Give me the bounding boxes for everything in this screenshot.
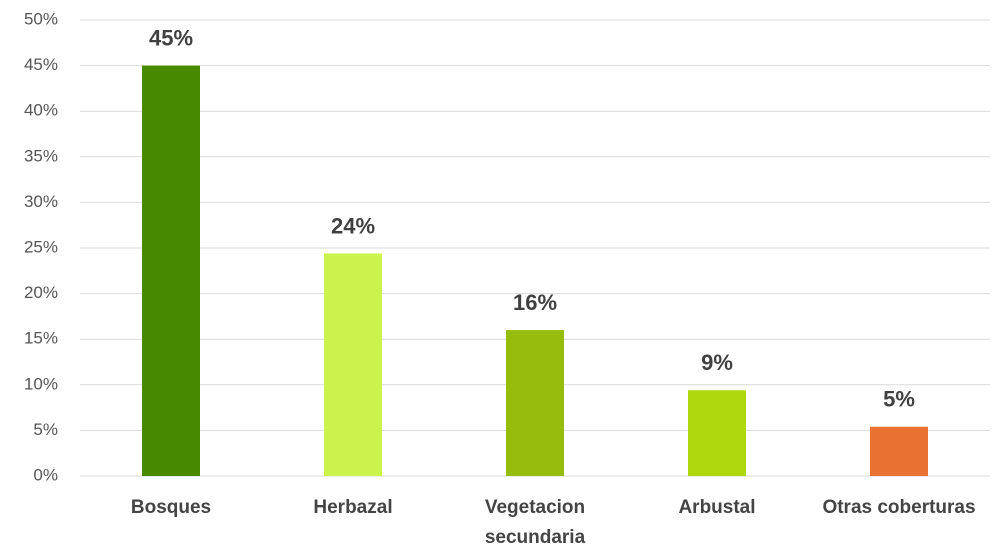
x-tick-label: Bosques	[130, 497, 212, 518]
x-tick-label: Arbustal	[678, 497, 756, 518]
y-tick-label: 15%	[24, 329, 58, 348]
y-tick-label: 30%	[24, 192, 58, 211]
y-tick-label: 0%	[33, 465, 58, 484]
bar	[870, 426, 928, 476]
y-tick-label: 35%	[24, 146, 58, 165]
bar	[142, 65, 200, 476]
y-tick-label: 5%	[33, 420, 58, 439]
value-label: 24%	[331, 213, 375, 238]
bar	[506, 330, 564, 476]
x-tick-label: Otras coberturas	[822, 497, 976, 518]
y-tick-label: 25%	[24, 237, 58, 256]
y-tick-label: 40%	[24, 101, 58, 120]
x-tick-label: Herbazal	[313, 497, 393, 518]
value-label: 45%	[149, 25, 193, 50]
y-tick-label: 20%	[24, 283, 58, 302]
bar	[324, 253, 382, 476]
value-label: 9%	[701, 350, 733, 375]
y-tick-label: 50%	[24, 9, 58, 28]
bar	[688, 390, 746, 476]
y-tick-label: 10%	[24, 374, 58, 393]
x-tick-label: Vegetacion secundaria	[484, 497, 586, 548]
y-tick-label: 45%	[24, 55, 58, 74]
value-label: 5%	[883, 387, 915, 412]
value-label: 16%	[513, 290, 557, 315]
